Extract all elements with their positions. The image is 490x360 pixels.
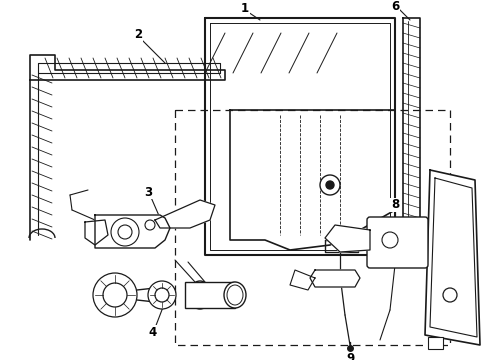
Text: 2: 2 — [134, 28, 142, 41]
Circle shape — [326, 181, 334, 189]
Text: 4: 4 — [149, 325, 157, 338]
Circle shape — [443, 288, 457, 302]
Bar — [185, 282, 235, 308]
Polygon shape — [430, 178, 477, 337]
Circle shape — [103, 283, 127, 307]
Circle shape — [382, 232, 398, 248]
Polygon shape — [155, 200, 215, 228]
Ellipse shape — [224, 282, 246, 308]
Polygon shape — [95, 215, 170, 248]
Text: 1: 1 — [241, 1, 249, 14]
Text: 5: 5 — [461, 203, 469, 216]
Text: 8: 8 — [391, 198, 399, 211]
Ellipse shape — [189, 281, 211, 309]
Text: 3: 3 — [144, 185, 152, 198]
FancyBboxPatch shape — [367, 217, 428, 268]
Polygon shape — [85, 220, 108, 245]
Bar — [428, 337, 443, 349]
Circle shape — [155, 288, 169, 302]
Text: 6: 6 — [391, 0, 399, 13]
Circle shape — [320, 175, 340, 195]
Polygon shape — [310, 270, 360, 287]
Polygon shape — [425, 170, 480, 345]
Ellipse shape — [227, 285, 243, 305]
Text: 10: 10 — [454, 311, 470, 324]
Polygon shape — [325, 225, 370, 252]
Text: 7: 7 — [461, 321, 469, 334]
Circle shape — [145, 220, 155, 230]
Polygon shape — [290, 270, 315, 290]
Text: 9: 9 — [346, 351, 354, 360]
Circle shape — [111, 218, 139, 246]
Circle shape — [118, 225, 132, 239]
Circle shape — [148, 281, 176, 309]
Circle shape — [93, 273, 137, 317]
